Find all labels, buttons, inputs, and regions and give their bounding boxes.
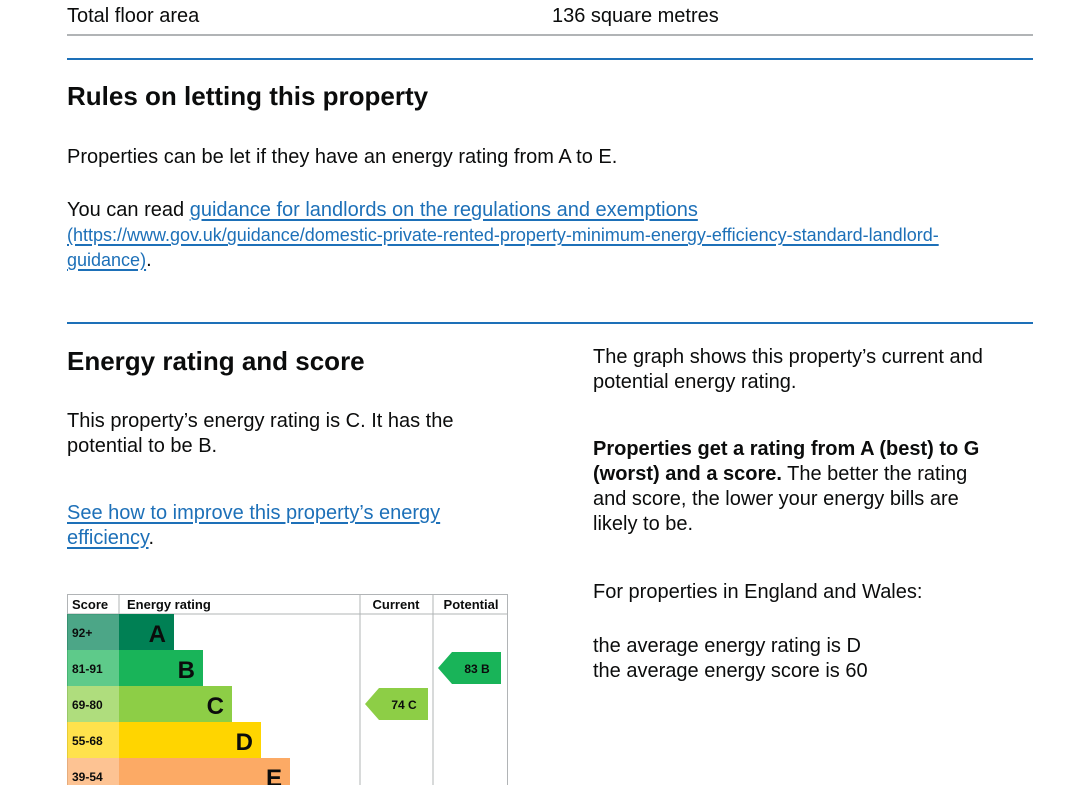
explanation-line2: The better the rating [781, 463, 968, 485]
band-score-cell [67, 722, 119, 758]
explanation-line3: and score, the lower your energy bills a… [593, 488, 959, 510]
average-score: the average energy score is 60 [593, 660, 868, 682]
band-letter-e: E [266, 765, 282, 785]
band-range-c: 69-80 [72, 698, 103, 712]
band-bar-a [119, 614, 174, 650]
band-letter-d: D [236, 729, 253, 756]
header-potential: Potential [444, 597, 499, 612]
explanation-line4: likely to be. [593, 513, 694, 535]
rating-line1: This property’s energy rating is C. It h… [67, 410, 454, 432]
band-score-cell [67, 758, 119, 785]
energy-rating-chart: Score Energy rating Current Potential 92+ A 81… [67, 594, 508, 785]
rating-line2: potential to be B. [67, 435, 218, 457]
current-rating-label: 74 C [391, 698, 417, 712]
letting-text: Properties can be let if they have an en… [67, 146, 618, 168]
guidance-link[interactable]: guidance for landlords on the regulation… [67, 199, 939, 271]
energy-rating-text: This property’s energy rating is C. It h… [67, 409, 527, 459]
current-rating-arrow [365, 688, 428, 720]
improve-paragraph: See how to improve this property’s energ… [67, 501, 527, 551]
averages: the average energy rating is D the avera… [593, 634, 1033, 684]
band-score-cell [67, 686, 119, 722]
band-letter-c: C [207, 693, 224, 720]
guidance-paragraph: You can read guidance for landlords on t… [67, 198, 1033, 273]
graph-description: The graph shows this property’s current … [593, 345, 1033, 395]
band-bar-b [119, 650, 203, 686]
header-current: Current [373, 597, 421, 612]
band-letter-b: B [178, 657, 195, 684]
band-bar-e [119, 758, 290, 785]
band-score-cell [67, 650, 119, 686]
band-score-cell [67, 614, 119, 650]
floor-area-label: Total floor area [67, 5, 200, 27]
improve-link[interactable]: See how to improve this property’s energ… [67, 502, 440, 549]
band-range-e: 39-54 [72, 770, 103, 784]
header-energy-rating: Energy rating [127, 597, 211, 612]
graph-line1: The graph shows this property’s current … [593, 346, 983, 368]
band-bar-d [119, 722, 261, 758]
explanation-bold-line2: (worst) and a score. [593, 463, 782, 485]
improve-link-line2: efficiency [67, 527, 149, 549]
band-letter-a: A [149, 621, 166, 648]
band-range-a: 92+ [72, 626, 92, 640]
guidance-period: . [146, 249, 152, 271]
explanation-bold-line1: Properties get a rating from A (best) to… [593, 438, 980, 460]
guidance-url-line1: (https://www.gov.uk/guidance/domestic-pr… [67, 225, 939, 245]
guidance-url-line2: guidance) [67, 250, 147, 270]
band-range-d: 55-68 [72, 734, 103, 748]
potential-rating-label: 83 B [464, 662, 490, 676]
letting-heading: Rules on letting this property [67, 81, 429, 111]
graph-line2: potential energy rating. [593, 371, 797, 393]
guidance-prefix: You can read [67, 199, 190, 221]
band-range-b: 81-91 [72, 662, 103, 676]
average-rating: the average energy rating is D [593, 635, 861, 657]
rating-explanation: Properties get a rating from A (best) to… [593, 437, 1033, 537]
improve-period: . [148, 527, 155, 549]
epc-graph: Score Energy rating Current Potential 92+ A 81… [67, 594, 508, 785]
energy-heading: Energy rating and score [67, 346, 365, 376]
region-text: For properties in England and Wales: [593, 581, 923, 603]
section-divider-letting [67, 58, 1033, 60]
potential-rating-arrow [438, 652, 501, 684]
header-score: Score [72, 597, 108, 612]
improve-link-line1: See how to improve this property’s energ… [67, 502, 441, 524]
band-bar-c [119, 686, 232, 722]
summary-divider [67, 34, 1033, 36]
section-divider-energy [67, 322, 1033, 324]
guidance-link-text: guidance for landlords on the regulation… [189, 199, 698, 221]
floor-area-value: 136 square metres [552, 5, 719, 27]
